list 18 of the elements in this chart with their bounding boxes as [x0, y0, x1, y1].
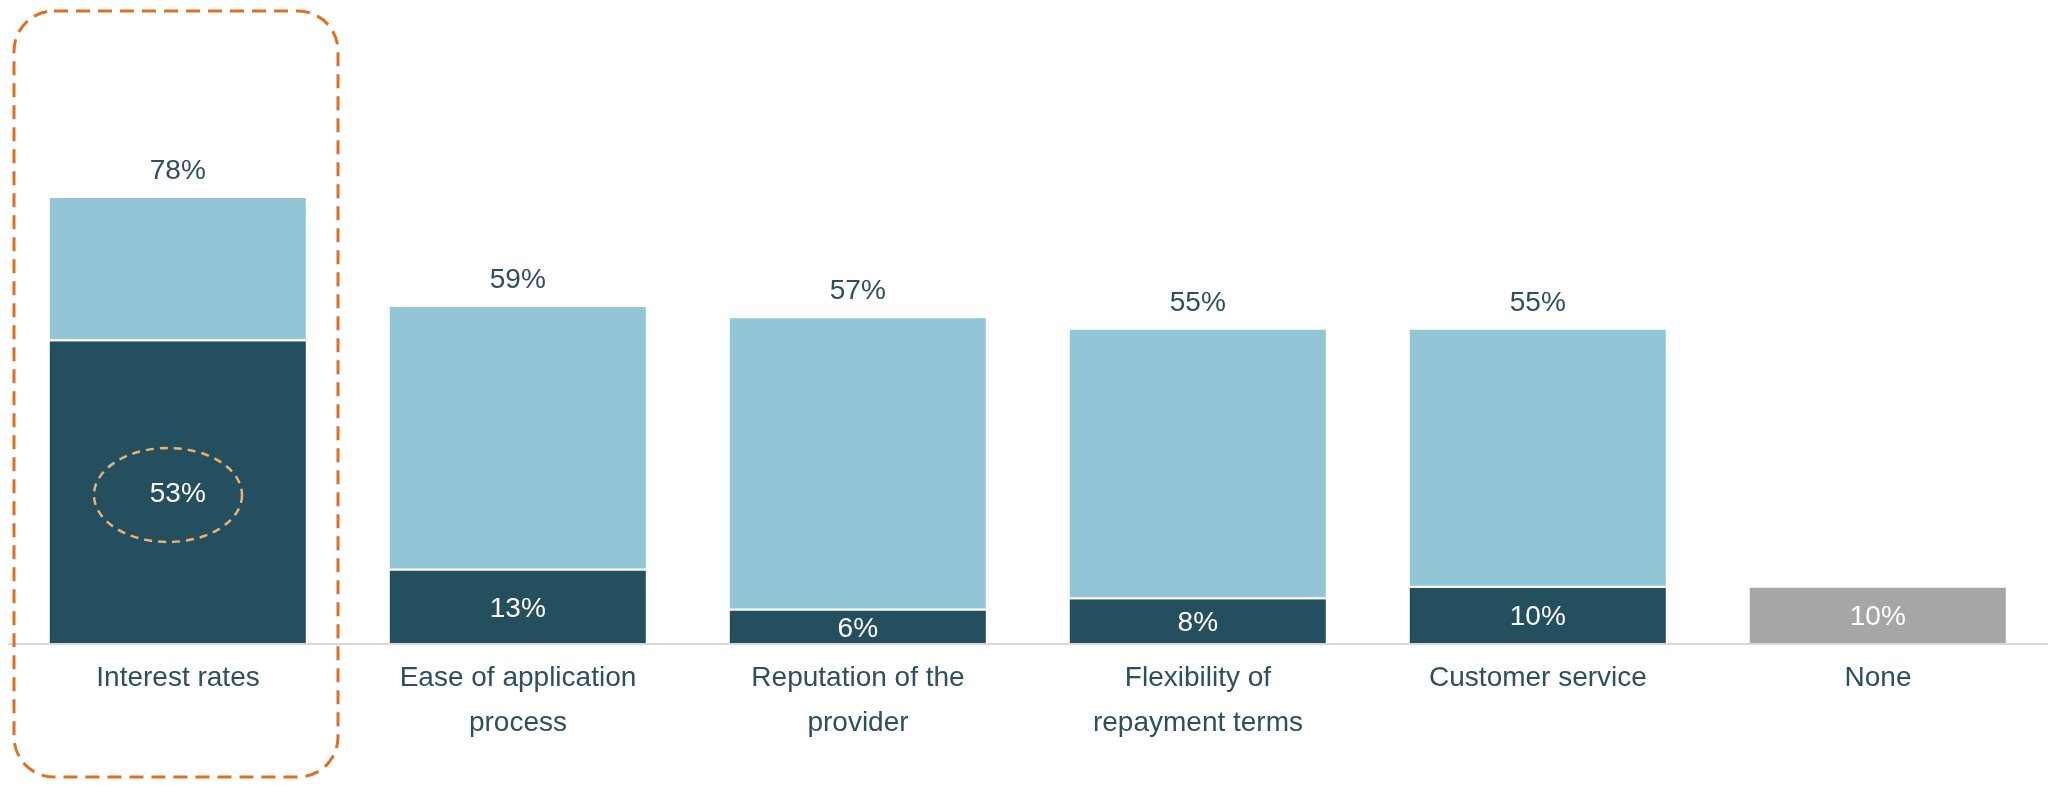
- data-label: 13%: [489, 591, 546, 623]
- total-label: 78%: [149, 154, 206, 185]
- x-tick-label: Reputation of the provider: [751, 661, 965, 737]
- data-label: 8%: [1177, 606, 1219, 638]
- x-tick-label: Customer service: [1429, 661, 1647, 692]
- x-tick-label: None: [1844, 661, 1912, 692]
- total-label: 55%: [1169, 285, 1226, 317]
- total-label: 57%: [829, 274, 886, 306]
- data-label: 10%: [1509, 600, 1566, 632]
- data-label: 10%: [1849, 600, 1906, 632]
- bar: [1747, 585, 2008, 645]
- x-tick-label: Flexibility of repayment terms: [1092, 661, 1304, 737]
- total-label: 55%: [1509, 285, 1566, 317]
- data-label: 6%: [837, 611, 879, 643]
- x-tick-label: Ease of application process: [399, 661, 637, 737]
- data-label: 53%: [149, 477, 206, 509]
- x-tick-label: Interest rates: [96, 661, 260, 692]
- total-label: 59%: [489, 262, 546, 294]
